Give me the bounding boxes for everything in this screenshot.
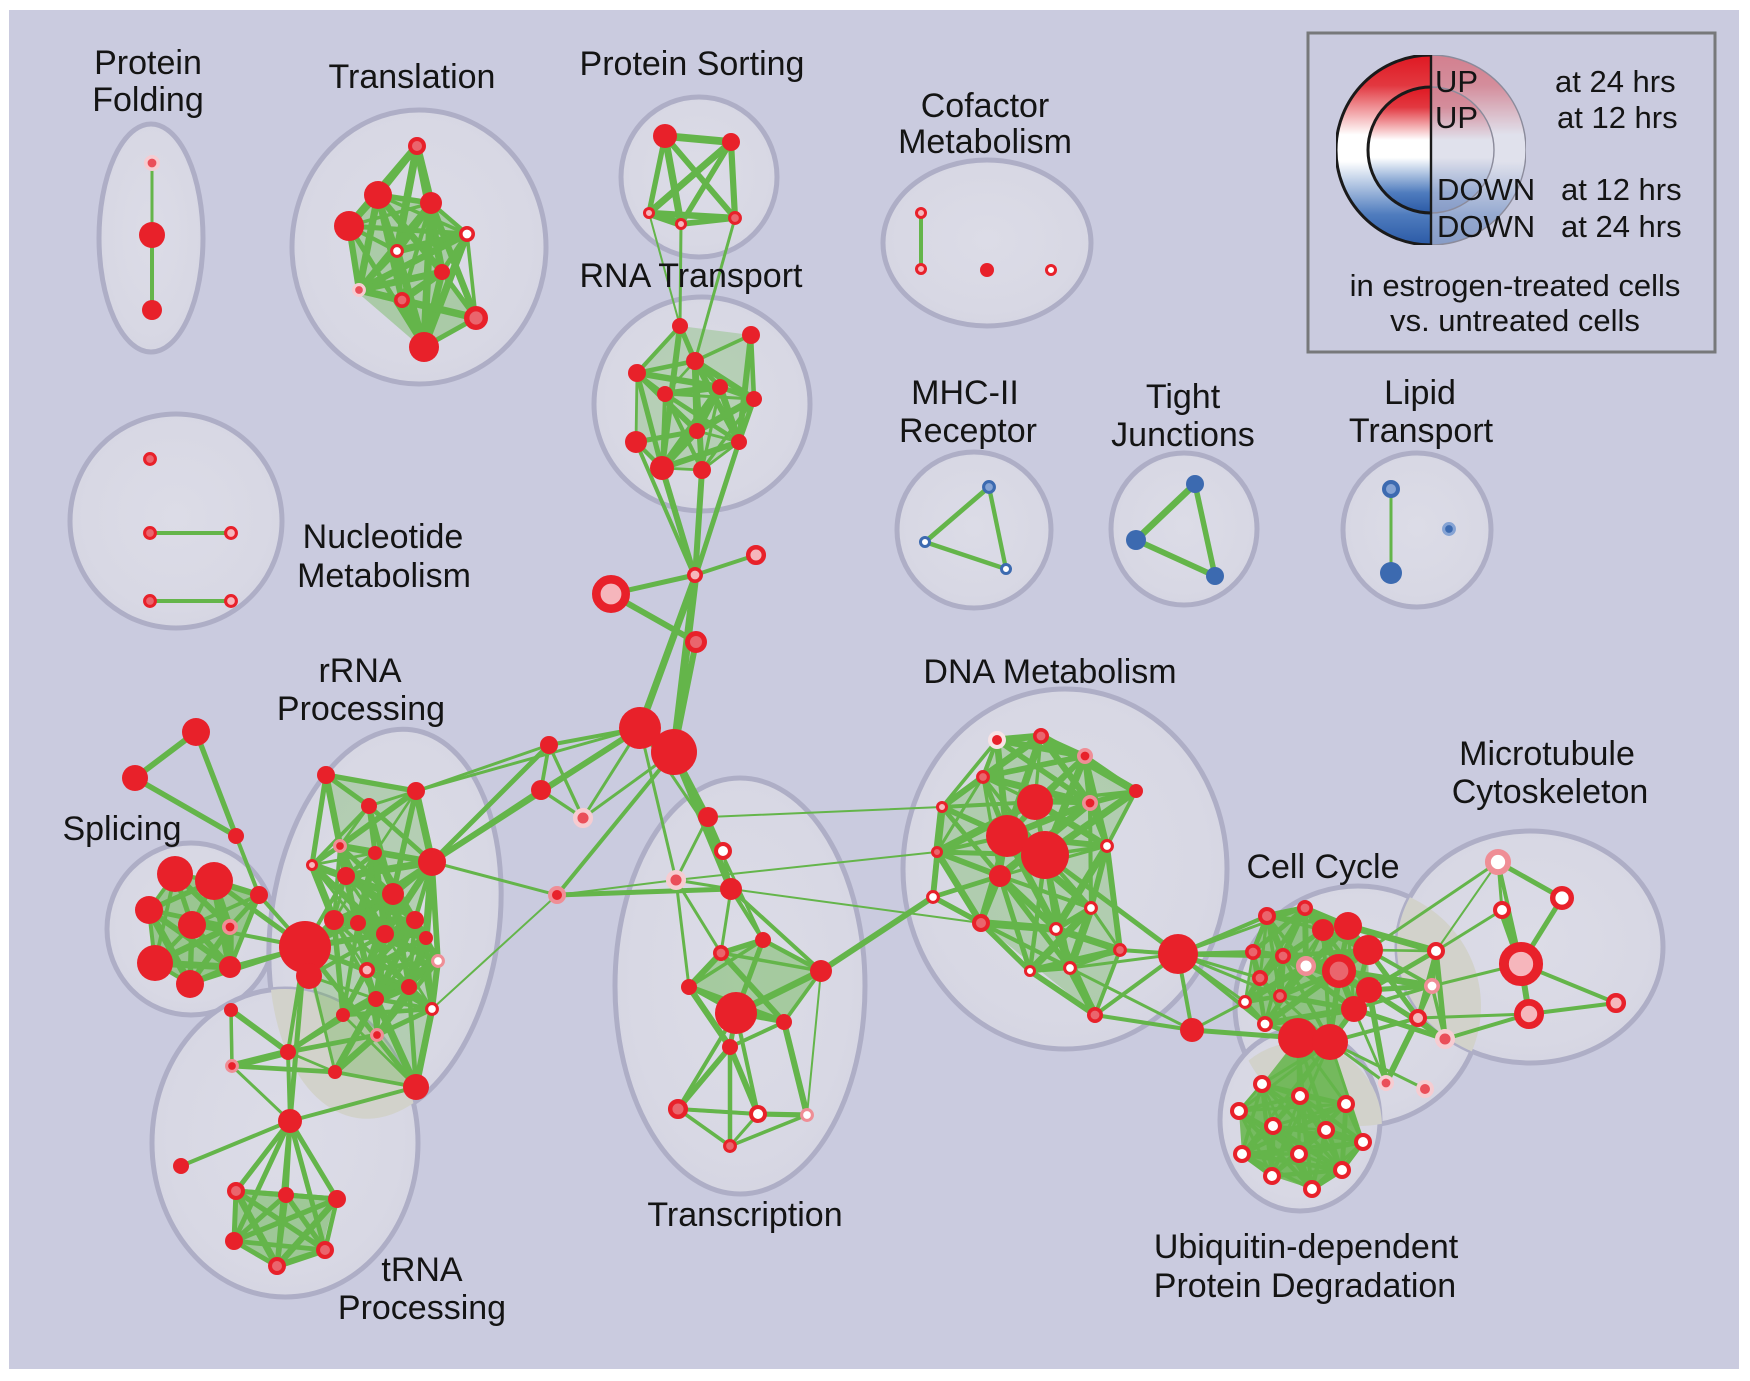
svg-text:Protein: Protein: [94, 44, 202, 82]
svg-text:Microtubule: Microtubule: [1459, 735, 1635, 773]
svg-text:Protein Sorting: Protein Sorting: [580, 45, 805, 83]
svg-text:DOWN: DOWN: [1437, 172, 1535, 207]
svg-text:Transport: Transport: [1349, 412, 1494, 450]
svg-text:at 24 hrs: at 24 hrs: [1561, 209, 1682, 244]
svg-text:at 12 hrs: at 12 hrs: [1557, 100, 1678, 135]
svg-text:Ubiquitin-dependent: Ubiquitin-dependent: [1154, 1228, 1459, 1266]
svg-text:Receptor: Receptor: [899, 412, 1037, 450]
svg-text:rRNA: rRNA: [318, 652, 401, 690]
svg-text:Cell Cycle: Cell Cycle: [1246, 848, 1399, 886]
svg-text:Cytoskeleton: Cytoskeleton: [1452, 773, 1649, 811]
svg-text:Cofactor: Cofactor: [921, 87, 1050, 125]
svg-text:Transcription: Transcription: [647, 1196, 842, 1234]
svg-text:Junctions: Junctions: [1111, 416, 1255, 454]
svg-text:at 12 hrs: at 12 hrs: [1561, 172, 1682, 207]
svg-text:Tight: Tight: [1146, 378, 1221, 416]
svg-text:Protein Degradation: Protein Degradation: [1154, 1267, 1456, 1305]
svg-text:Lipid: Lipid: [1384, 374, 1456, 412]
svg-text:at 24 hrs: at 24 hrs: [1555, 64, 1676, 99]
svg-text:tRNA: tRNA: [381, 1251, 463, 1289]
svg-text:Processing: Processing: [338, 1289, 506, 1327]
svg-text:Metabolism: Metabolism: [297, 557, 471, 595]
svg-text:MHC-II: MHC-II: [911, 374, 1019, 412]
svg-text:Folding: Folding: [92, 81, 204, 119]
svg-text:DOWN: DOWN: [1437, 209, 1535, 244]
svg-text:DNA Metabolism: DNA Metabolism: [923, 653, 1176, 691]
svg-text:RNA Transport: RNA Transport: [580, 257, 804, 295]
svg-text:Metabolism: Metabolism: [898, 123, 1072, 161]
svg-text:Splicing: Splicing: [62, 810, 181, 848]
svg-text:UP: UP: [1435, 100, 1478, 135]
svg-text:in estrogen-treated cells: in estrogen-treated cells: [1350, 268, 1681, 303]
svg-text:Processing: Processing: [277, 690, 445, 728]
svg-text:Translation: Translation: [329, 58, 496, 96]
svg-text:vs. untreated cells: vs. untreated cells: [1390, 303, 1640, 338]
svg-text:Nucleotide: Nucleotide: [303, 518, 464, 556]
svg-text:UP: UP: [1435, 64, 1478, 99]
